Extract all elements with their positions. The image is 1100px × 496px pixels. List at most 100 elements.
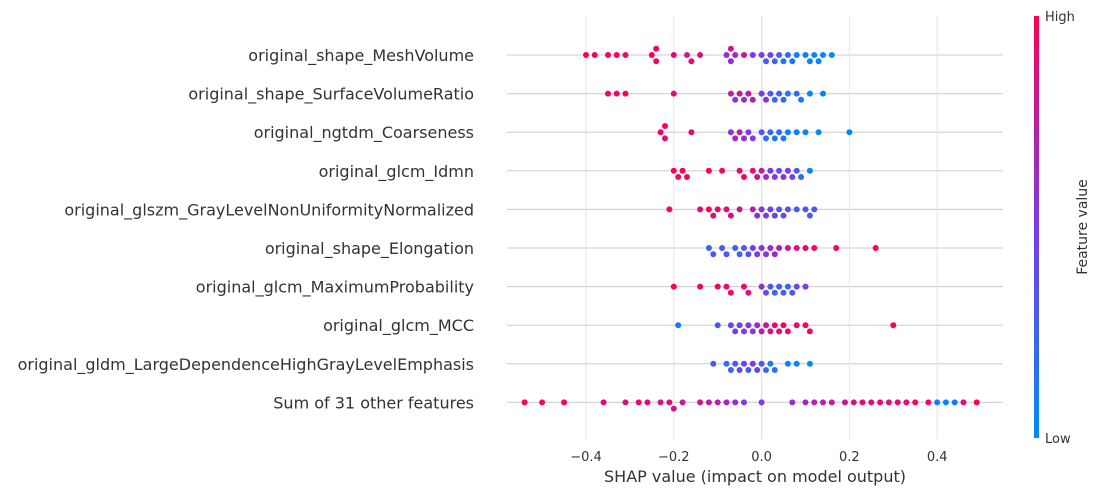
shap-point — [684, 174, 690, 180]
shap-point — [767, 283, 774, 290]
shap-point — [758, 360, 765, 367]
shap-point — [758, 167, 765, 174]
shap-point — [749, 135, 756, 142]
shap-point — [776, 90, 783, 97]
shap-point — [934, 399, 941, 406]
shap-point — [820, 90, 826, 97]
shap-point — [872, 245, 879, 251]
shap-point — [758, 245, 765, 251]
shap-point — [784, 167, 791, 174]
points-layer — [521, 45, 980, 412]
feature-label: original_glcm_Idmn — [319, 162, 474, 182]
shap-point — [727, 58, 734, 65]
shap-point — [758, 90, 765, 97]
shap-point — [736, 90, 743, 97]
shap-point — [622, 90, 629, 97]
shap-point — [749, 52, 756, 58]
shap-point — [793, 129, 800, 136]
shap-point — [850, 399, 857, 406]
shap-point — [723, 206, 730, 213]
shap-point — [793, 206, 800, 213]
shap-point — [736, 367, 743, 373]
shap-point — [561, 399, 568, 406]
shap-point — [767, 360, 774, 367]
shap-point — [859, 399, 866, 406]
shap-point — [754, 322, 761, 329]
shap-point — [697, 52, 704, 58]
x-tick-label: −0.4 — [570, 450, 602, 465]
shap-point — [662, 135, 668, 142]
shap-point — [806, 328, 813, 335]
shap-point — [727, 129, 734, 136]
shap-point — [736, 322, 743, 329]
shap-point — [780, 174, 787, 180]
colorbar-high-label: High — [1045, 10, 1075, 25]
shap-point — [806, 90, 813, 97]
colorbar-title: Feature value — [1075, 179, 1091, 275]
shap-point — [798, 96, 805, 103]
shap-point — [793, 167, 800, 174]
shap-point — [754, 174, 761, 180]
shap-point — [714, 399, 721, 406]
shap-point — [710, 212, 717, 219]
shap-point — [763, 96, 769, 103]
shap-point — [741, 174, 747, 180]
shap-point — [727, 367, 734, 373]
shap-point — [723, 52, 730, 58]
shap-point — [688, 58, 695, 65]
shap-point — [802, 245, 809, 251]
shap-point — [903, 399, 910, 406]
shap-point — [811, 399, 818, 406]
shap-point — [951, 399, 958, 406]
shap-point — [776, 167, 783, 174]
shap-point — [925, 399, 932, 406]
colorbar-low-label: Low — [1045, 432, 1071, 447]
shap-point — [771, 289, 778, 296]
feature-label: original_shape_Elongation — [265, 239, 474, 259]
shap-point — [960, 399, 967, 406]
shap-point — [600, 399, 607, 406]
x-tick-label: 0.2 — [839, 450, 860, 465]
shap-point — [670, 90, 677, 97]
shap-point — [767, 129, 774, 136]
shap-point — [675, 174, 682, 180]
shap-point — [793, 360, 800, 367]
shap-point — [767, 52, 774, 58]
shap-point — [741, 245, 747, 251]
shap-point — [771, 251, 778, 258]
shap-point — [714, 206, 721, 213]
shap-point — [657, 399, 664, 406]
shap-point — [846, 129, 853, 136]
shap-point — [732, 52, 739, 58]
shap-point — [894, 399, 901, 406]
shap-point — [780, 212, 787, 219]
shap-point — [723, 283, 730, 290]
shap-point — [670, 52, 677, 58]
shap-point — [741, 399, 747, 406]
shap-point — [670, 283, 677, 290]
shap-point — [912, 399, 919, 406]
shap-point — [806, 360, 813, 367]
shap-point — [802, 399, 809, 406]
shap-point — [662, 123, 668, 129]
shap-point — [771, 174, 778, 180]
feature-label: original_gldm_LargeDependenceHighGrayLev… — [18, 355, 474, 375]
shap-point — [583, 52, 589, 58]
shap-point — [732, 360, 739, 367]
shap-point — [973, 399, 980, 406]
shap-point — [802, 206, 809, 213]
shap-point — [784, 360, 791, 367]
shap-point — [802, 283, 809, 290]
shap-point — [789, 58, 796, 65]
shap-point — [784, 52, 791, 58]
shap-point — [635, 399, 642, 406]
shap-point — [828, 52, 835, 58]
shap-point — [811, 52, 818, 58]
shap-point — [763, 251, 769, 258]
shap-point — [741, 135, 747, 142]
shap-point — [815, 58, 822, 65]
x-axis: −0.4 −0.2 0.0 0.2 0.4 — [507, 439, 1003, 465]
shap-point — [771, 135, 778, 142]
shap-point — [705, 245, 712, 251]
shap-point — [767, 167, 774, 174]
